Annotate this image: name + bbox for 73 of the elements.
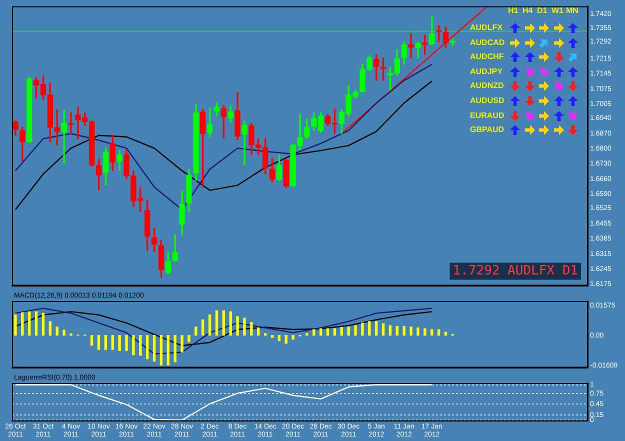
bar [257, 328, 260, 336]
bar [416, 328, 420, 336]
category-label: MN [566, 6, 578, 16]
bar [250, 322, 253, 336]
bar [174, 335, 176, 362]
bar [146, 335, 149, 360]
candlestick [61, 110, 67, 164]
bar [111, 335, 114, 350]
bar [382, 323, 385, 336]
bar [180, 335, 184, 353]
bar [14, 314, 17, 336]
bar [306, 333, 308, 336]
category-label: GBPAUD [470, 125, 504, 134]
candlestick [408, 33, 414, 58]
bar [437, 329, 440, 336]
bar [388, 325, 392, 336]
bar [152, 335, 156, 362]
bar [264, 333, 267, 336]
bar [292, 335, 294, 340]
bar [160, 335, 163, 366]
bar [215, 310, 218, 336]
category-label: AUDJPY [470, 66, 502, 76]
bar [42, 312, 45, 336]
category-label: AUDCHF [470, 52, 504, 62]
bar [340, 326, 343, 336]
bar [354, 325, 357, 336]
category-label: D1 [537, 6, 548, 16]
bar [229, 311, 232, 336]
bar [90, 335, 94, 346]
bar [125, 335, 128, 351]
category-label: AUDUSD [470, 96, 504, 105]
bar [208, 314, 212, 336]
bar [243, 318, 246, 336]
bar [270, 335, 274, 338]
bar [368, 321, 371, 336]
bar [21, 312, 24, 336]
bar [430, 329, 434, 336]
bar [70, 333, 72, 336]
category-label: EURAUD [470, 110, 504, 120]
category-label: W1 [552, 6, 564, 16]
bar [312, 329, 316, 336]
bar [139, 335, 142, 356]
candlestick [68, 112, 74, 134]
bar [118, 335, 121, 351]
bar [236, 316, 239, 336]
bar [56, 326, 58, 336]
category-label: H4 [522, 6, 533, 16]
bar [202, 319, 204, 336]
category-label: AUDLFX [470, 23, 502, 32]
bar [194, 326, 198, 336]
bar [402, 326, 406, 336]
category-label: H1 [508, 6, 518, 16]
bar [278, 335, 281, 342]
bar [361, 322, 364, 336]
bar [375, 321, 378, 336]
candlestick [242, 120, 248, 166]
category-label: AUDNZD [470, 81, 504, 90]
bar [34, 311, 38, 336]
bar [188, 335, 190, 342]
bar [347, 326, 350, 336]
bar [410, 326, 412, 336]
bar [132, 335, 135, 356]
category-label: AUDCAD [470, 38, 505, 47]
annotation: 1.7292 AUDLFX D1 [452, 264, 578, 279]
bar [222, 310, 225, 336]
bar [97, 335, 100, 350]
bar [62, 330, 66, 336]
bar [48, 321, 52, 336]
bar [28, 311, 31, 336]
bar [284, 335, 288, 344]
bar [104, 335, 108, 350]
bar [166, 335, 170, 366]
bar [396, 326, 398, 336]
